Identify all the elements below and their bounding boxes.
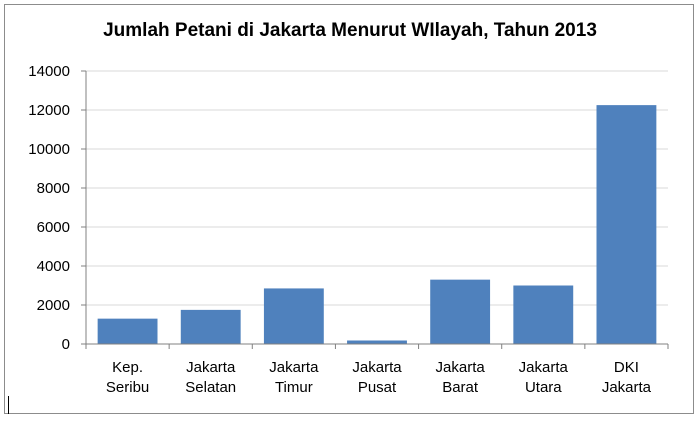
x-category-label: Pusat [358,379,397,396]
x-category-label: Kep. [112,359,143,376]
bar [180,309,241,344]
bar [263,288,324,344]
y-axis-tick-labels: 0 2000 4000 6000 8000 10000 12000 14000 [28,63,70,353]
x-category-label: Jakarta [519,359,569,376]
bar [97,318,158,344]
x-category-label: Jakarta [602,379,652,396]
y-tick-label: 10000 [28,141,70,158]
bar [596,105,657,344]
x-category-label: Jakarta [352,359,402,376]
x-category-label: Seribu [106,379,149,396]
chart-frame [4,4,694,414]
y-tick-label: 4000 [37,258,70,275]
y-tick-label: 8000 [37,180,70,197]
chart-title: Jumlah Petani di Jakarta Menurut WIlayah… [103,20,597,41]
bar [347,340,407,344]
y-tick-label: 14000 [28,63,70,80]
x-category-label: Jakarta [436,359,486,376]
x-axis-category-labels: Kep. Seribu Jakarta Selatan Jakarta Timur Jaka… [106,359,652,396]
x-category-label: Jakarta [269,359,319,376]
x-category-label: Timur [275,379,313,396]
x-category-label: DKI [614,359,639,376]
text-cursor [8,396,9,414]
y-tick-label: 12000 [28,102,70,119]
y-tick-label: 6000 [37,219,70,236]
x-category-label: Selatan [185,379,236,396]
y-tick-label: 2000 [37,297,70,314]
bar [513,285,574,344]
x-category-label: Barat [442,379,479,396]
x-category-label: Utara [525,379,562,396]
y-tick-label: 0 [62,336,70,353]
gridlines [81,70,668,345]
bars [85,105,669,349]
x-category-label: Jakarta [186,359,236,376]
bar [430,279,491,344]
